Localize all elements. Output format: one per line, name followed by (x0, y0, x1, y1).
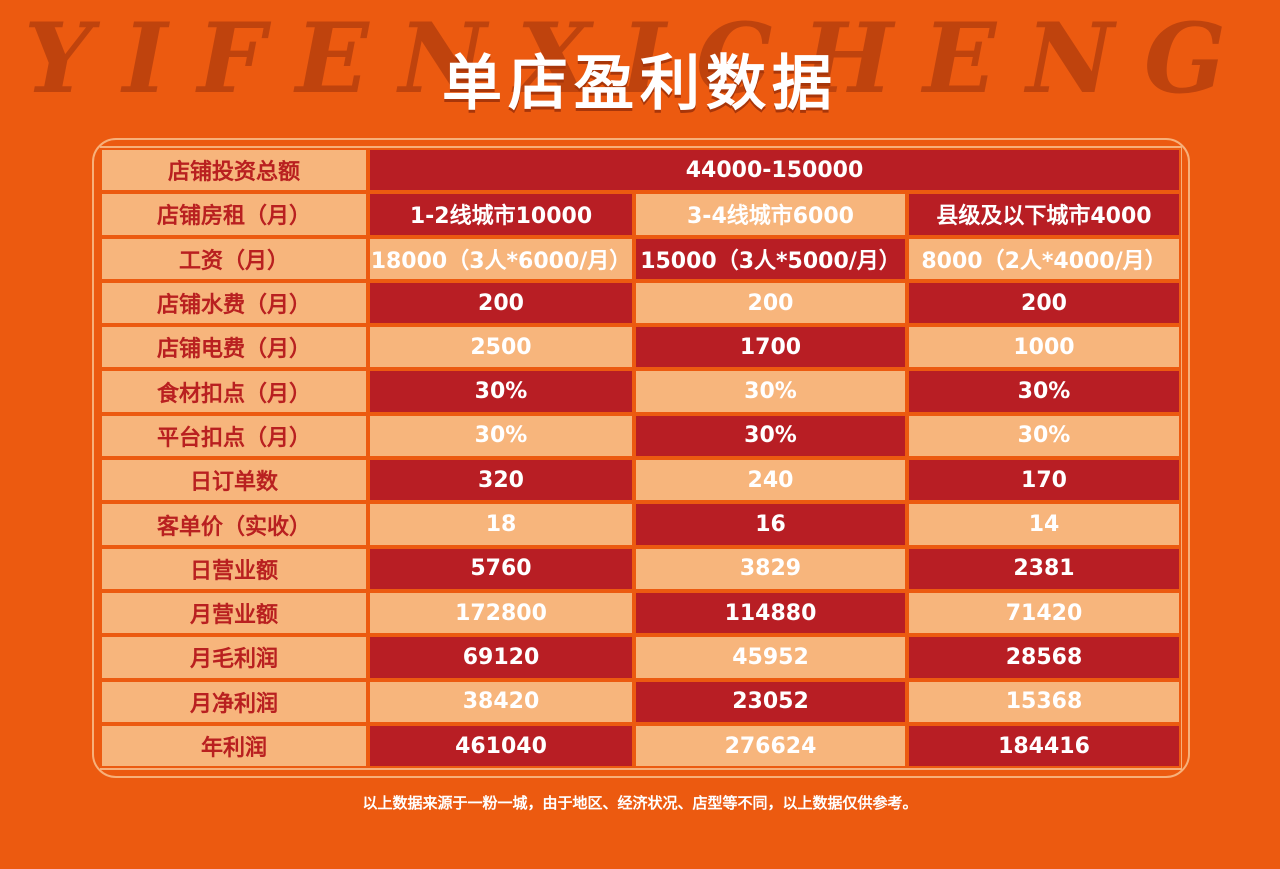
table-cell: 14 (909, 504, 1179, 545)
table-cell: 184416 (909, 725, 1179, 767)
table-cell: 71420 (909, 592, 1179, 634)
row-label: 店铺水费（月） (102, 282, 366, 324)
row-label: 月营业额 (102, 592, 366, 634)
table-cell: 30% (370, 415, 632, 457)
table-cell: 2500 (370, 327, 632, 368)
row-label: 日订单数 (102, 460, 366, 501)
table-cell: 15368 (909, 681, 1179, 722)
table-cell: 30% (636, 371, 905, 412)
row-label: 工资（月） (102, 238, 366, 279)
table-cell: 30% (636, 415, 905, 457)
row-label: 年利润 (102, 725, 366, 767)
background-watermark-text: YIFENXICHENG (24, 2, 1256, 115)
row-label: 店铺电费（月） (102, 327, 366, 368)
table-cell: 30% (909, 371, 1179, 412)
table-cell: 276624 (636, 725, 905, 767)
table-cell: 18000（3人*6000/月） (370, 238, 632, 279)
table-cell: 5760 (370, 548, 632, 589)
table-cell: 200 (909, 282, 1179, 324)
table-cell: 15000（3人*5000/月） (636, 238, 905, 279)
row-label: 平台扣点（月） (102, 415, 366, 457)
table-cell: 200 (636, 282, 905, 324)
table-cell: 1-2线城市10000 (370, 194, 632, 235)
table-cell: 30% (370, 371, 632, 412)
table-cell: 69120 (370, 637, 632, 678)
table-cell: 8000（2人*4000/月） (909, 238, 1179, 279)
table-cell: 45952 (636, 637, 905, 678)
row-label: 月净利润 (102, 681, 366, 722)
table-cell: 16 (636, 504, 905, 545)
row-label: 食材扣点（月） (102, 371, 366, 412)
table-cell: 1700 (636, 327, 905, 368)
row-label-investment: 店铺投资总额 (102, 150, 366, 191)
row-label: 日营业额 (102, 548, 366, 589)
table-cell: 461040 (370, 725, 632, 767)
table-cell: 38420 (370, 681, 632, 722)
table-cell: 3829 (636, 548, 905, 589)
row-label: 月毛利润 (102, 637, 366, 678)
investment-value: 44000-150000 (370, 150, 1179, 191)
table-frame-outer (92, 138, 1190, 778)
profit-table: 店铺投资总额 44000-150000 店铺房租（月） 1-2线城市10000 3-… (100, 148, 1181, 768)
page-title: 单店盈利数据 (442, 49, 838, 119)
table-cell: 170 (909, 460, 1179, 501)
table-cell: 1000 (909, 327, 1179, 368)
table-cell: 114880 (636, 592, 905, 634)
table-cell: 240 (636, 460, 905, 501)
table-cell: 320 (370, 460, 632, 501)
row-label: 客单价（实收） (102, 504, 366, 545)
footer-note: 以上数据来源于一粉一城，由于地区、经济状况、店型等不同，以上数据仅供参考。 (362, 794, 918, 812)
table-cell: 172800 (370, 592, 632, 634)
table-cell: 200 (370, 282, 632, 324)
table-cell: 县级及以下城市4000 (909, 194, 1179, 235)
table-cell: 23052 (636, 681, 905, 722)
table-cell: 3-4线城市6000 (636, 194, 905, 235)
table-cell: 30% (909, 415, 1179, 457)
row-label: 店铺房租（月） (102, 194, 366, 235)
table-cell: 28568 (909, 637, 1179, 678)
table-cell: 2381 (909, 548, 1179, 589)
table-cell: 18 (370, 504, 632, 545)
